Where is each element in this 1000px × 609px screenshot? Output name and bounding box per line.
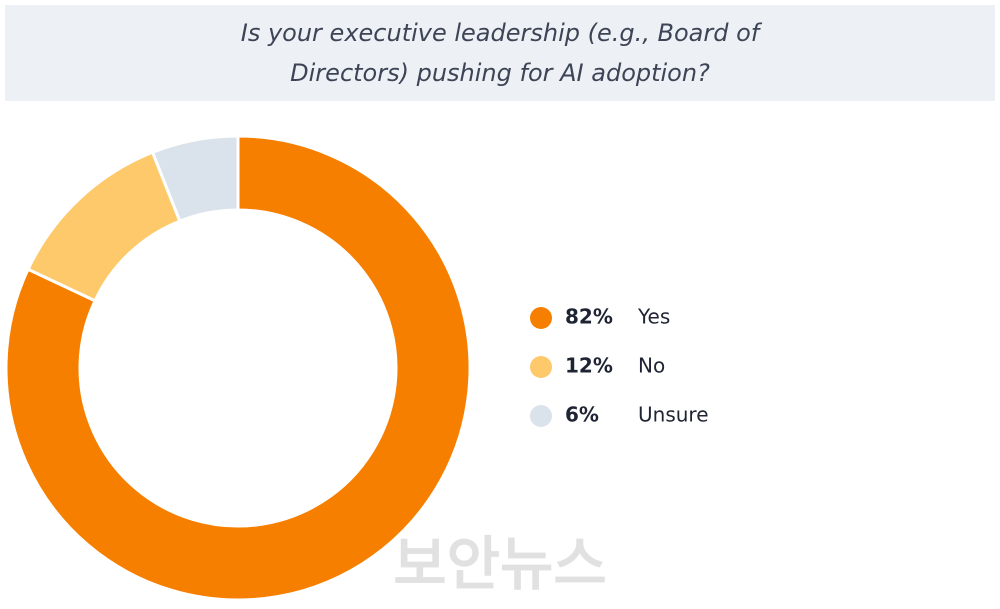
legend-swatch	[530, 307, 552, 329]
watermark: 보안뉴스	[393, 530, 606, 598]
legend-value: 6%	[565, 403, 599, 427]
donut-slice	[26, 150, 182, 303]
donut-slice	[150, 134, 240, 224]
legend-swatch	[530, 356, 552, 378]
legend-swatch	[530, 405, 552, 427]
donut-slice	[4, 134, 472, 602]
chart-title: Is your executive leadership (e.g., Boar…	[240, 19, 760, 87]
legend-value: 82%	[565, 305, 613, 329]
legend-label: Yes	[637, 305, 670, 329]
legend-value: 12%	[565, 354, 613, 378]
legend-label: No	[638, 354, 665, 378]
header: Is your executive leadership (e.g., Boar…	[5, 5, 995, 101]
legend-label: Unsure	[638, 403, 709, 427]
